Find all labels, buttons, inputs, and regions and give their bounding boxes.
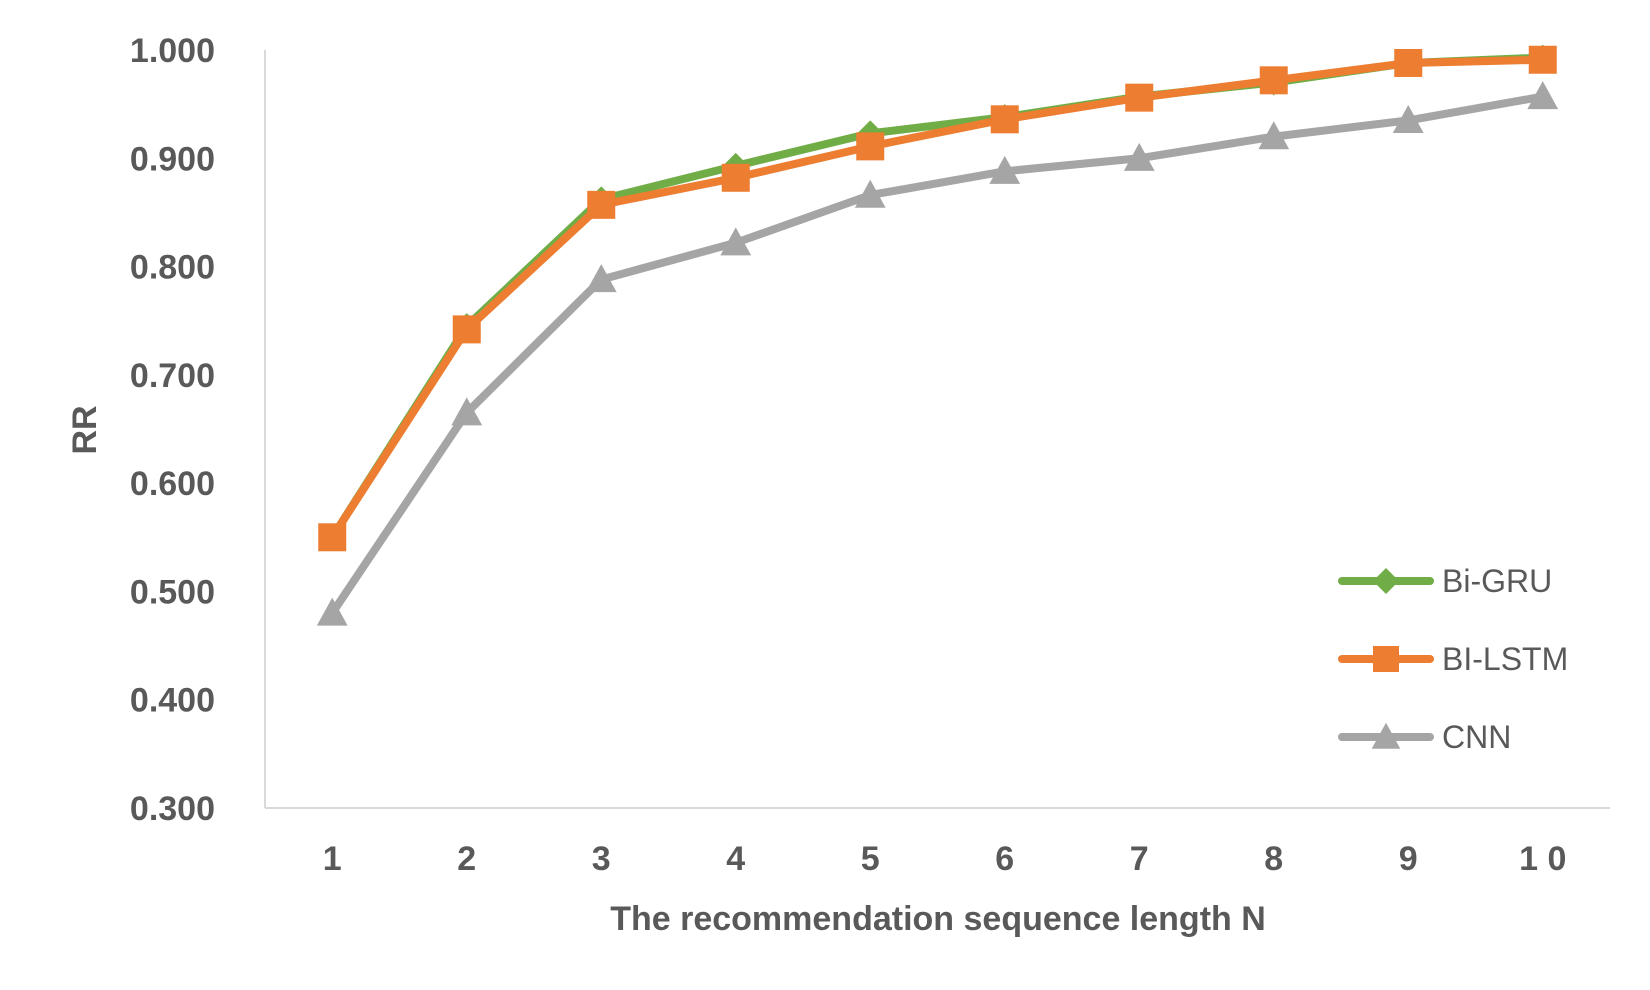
data-point-cnn	[316, 597, 348, 626]
series-cnn	[316, 81, 1559, 626]
axes	[264, 50, 1610, 809]
x-tick-label: 6	[995, 840, 1014, 878]
y-tick-labels: 0.300 0.400 0.500 0.600 0.700 0.800 0.900 1.000	[130, 32, 215, 828]
x-tick-label: 3	[592, 840, 611, 878]
legend-item-bi-lstm: BI-LSTM	[1338, 641, 1568, 677]
y-tick-label: 0.600	[130, 465, 215, 503]
data-point-bi-lstm	[587, 190, 616, 219]
legend: Bi-GRU BI-LSTM CNN	[1338, 563, 1568, 755]
data-point-bi-lstm	[1528, 45, 1557, 74]
legend-swatch-marker	[1371, 722, 1401, 749]
y-tick-label: 0.400	[130, 682, 215, 720]
x-tick-labels: 1 2 3 4 5 6 7 8 9 1 0	[323, 840, 1567, 878]
x-axis-title: The recommendation sequence length N	[610, 900, 1266, 938]
legend-swatch-marker	[1373, 646, 1399, 672]
data-point-cnn	[585, 264, 617, 293]
y-tick-label: 0.900	[130, 140, 215, 178]
data-point-cnn	[989, 155, 1021, 184]
data-point-bi-lstm	[721, 163, 750, 192]
y-axis-title: RR	[66, 405, 104, 454]
y-tick-label: 0.800	[130, 249, 215, 287]
series-line-bi-lstm	[328, 55, 1547, 542]
series	[316, 44, 1559, 626]
data-point-bi-lstm	[318, 523, 347, 552]
data-point-cnn	[854, 179, 886, 208]
legend-item-bi-gru: Bi-GRU	[1338, 563, 1552, 599]
x-tick-label: 8	[1264, 840, 1283, 878]
series-line-cnn	[328, 92, 1547, 618]
data-point-bi-lstm	[856, 132, 885, 161]
data-point-cnn	[451, 397, 483, 426]
x-tick-label: 1	[323, 840, 342, 878]
data-point-cnn	[1123, 142, 1155, 171]
data-point-bi-lstm	[990, 105, 1019, 134]
x-tick-label: 5	[861, 840, 880, 878]
legend-label: CNN	[1442, 719, 1511, 755]
y-tick-label: 0.300	[130, 790, 215, 828]
data-point-bi-lstm	[1394, 48, 1423, 77]
legend-label: BI-LSTM	[1442, 641, 1568, 677]
y-tick-label: 0.700	[130, 357, 215, 395]
data-point-cnn	[1527, 81, 1559, 110]
legend-item-cnn: CNN	[1338, 719, 1511, 755]
x-tick-label: 2	[457, 840, 476, 878]
y-tick-label: 0.500	[130, 573, 215, 611]
legend-label: Bi-GRU	[1442, 563, 1552, 599]
data-point-cnn	[720, 227, 752, 256]
x-tick-label: 9	[1399, 840, 1418, 878]
x-tick-label: 4	[726, 840, 745, 878]
data-point-bi-lstm	[1125, 83, 1154, 112]
x-tick-label: 7	[1130, 840, 1149, 878]
x-tick-label: 1 0	[1519, 840, 1566, 878]
data-point-bi-lstm	[1259, 66, 1288, 95]
y-tick-label: 1.000	[130, 32, 215, 70]
data-point-bi-lstm	[452, 315, 481, 344]
data-point-cnn	[1258, 121, 1290, 150]
legend-swatch-marker	[1373, 568, 1399, 594]
series-bi-lstm	[318, 45, 1557, 552]
data-point-cnn	[1392, 104, 1424, 133]
